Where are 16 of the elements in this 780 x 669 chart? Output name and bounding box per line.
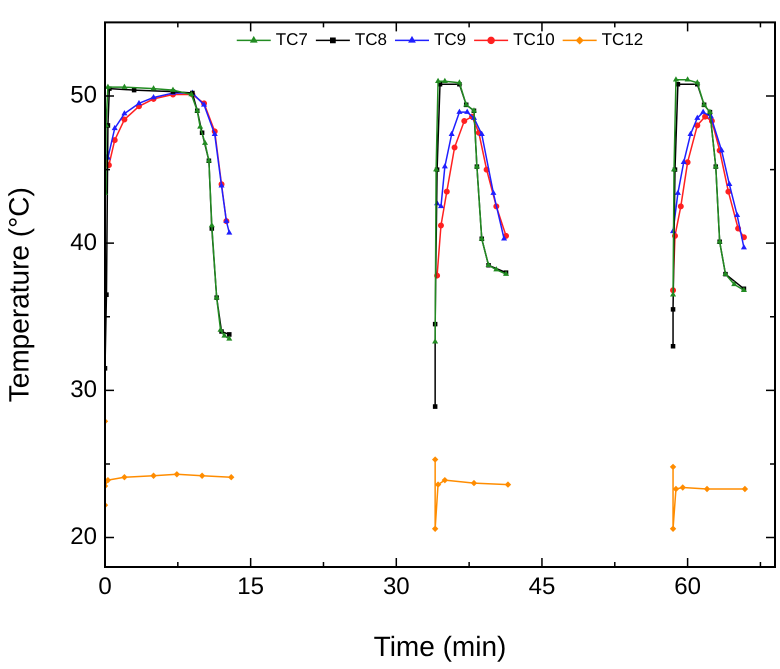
x-tick-label: 0 <box>98 573 112 600</box>
x-axis-title: Time (min) <box>374 630 506 662</box>
y-tick-label: 20 <box>70 523 97 550</box>
legend-label: TC9 <box>434 30 466 50</box>
y-tick-label: 40 <box>70 228 97 256</box>
y-axis-title: Temperature (°C) <box>4 187 35 402</box>
x-tick-label: 60 <box>674 573 701 600</box>
y-tick-label: 30 <box>70 376 97 403</box>
x-tick-label: 30 <box>382 573 410 600</box>
legend-label: TC12 <box>602 30 644 50</box>
legend-label: TC8 <box>354 30 387 50</box>
legend-label: TC10 <box>513 30 555 50</box>
legend-label: TC7 <box>276 30 308 50</box>
x-tick-label: 15 <box>237 573 264 600</box>
x-tick-label: 45 <box>528 573 556 600</box>
y-tick-label: 50 <box>70 82 97 109</box>
